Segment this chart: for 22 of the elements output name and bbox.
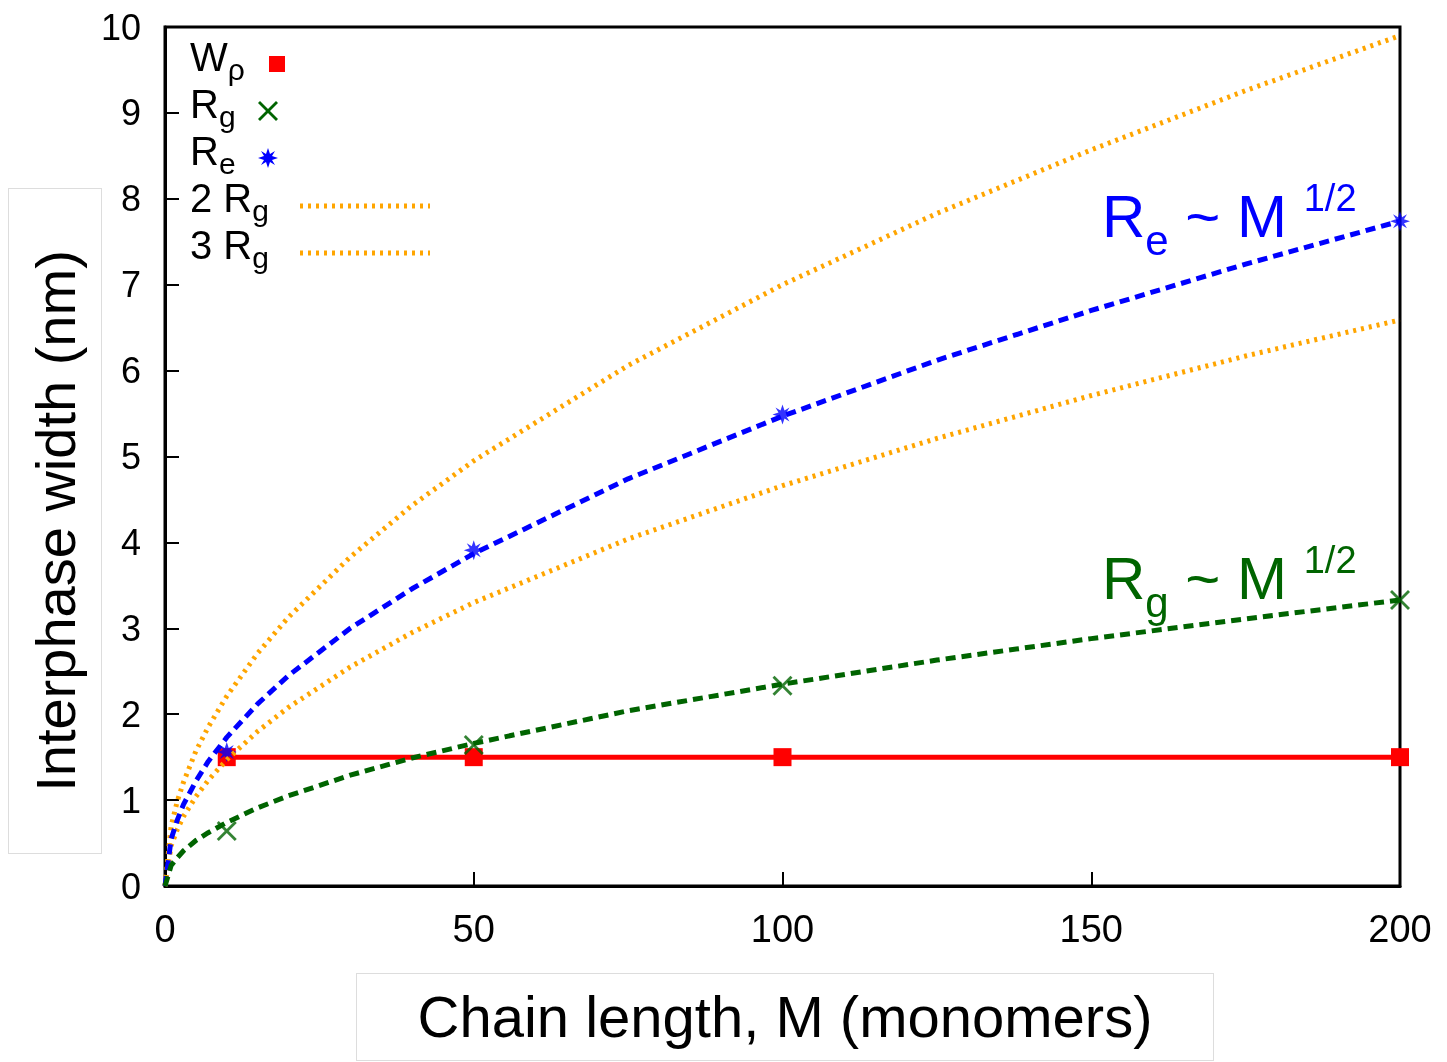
y-tick-label: 0: [120, 865, 141, 907]
y-tick-label: 5: [120, 436, 141, 477]
y-tick-label: 8: [120, 178, 141, 220]
y-tick-label: 1: [120, 779, 141, 821]
y-tick-label: 3: [120, 607, 141, 649]
y-tick-label: 4: [120, 521, 141, 563]
x-tick-label: 50: [452, 908, 495, 950]
y-tick-label: 10: [100, 6, 141, 48]
x-tick-label: 200: [1368, 908, 1432, 950]
point: [1391, 748, 1409, 767]
y-tick-label: 2: [120, 693, 141, 735]
x-axis-title: Chain length, M (monomers): [356, 973, 1214, 1061]
y-axis-title: Interphase width (nm): [22, 250, 88, 792]
y-tick-label: 9: [120, 92, 141, 134]
y-tick-label: 6: [120, 350, 141, 392]
x-tick-label: 100: [750, 908, 815, 950]
x-tick-label: 150: [1059, 908, 1123, 950]
annotation: R$_{g}$ ~ M $^{1/2}$: [1102, 538, 1357, 628]
point: [773, 748, 792, 767]
x-tick-label: 0: [154, 908, 176, 950]
annotation: R$_{e}$ ~ M $^{1/2}$: [1102, 176, 1357, 266]
y-tick-label: 7: [120, 264, 141, 306]
